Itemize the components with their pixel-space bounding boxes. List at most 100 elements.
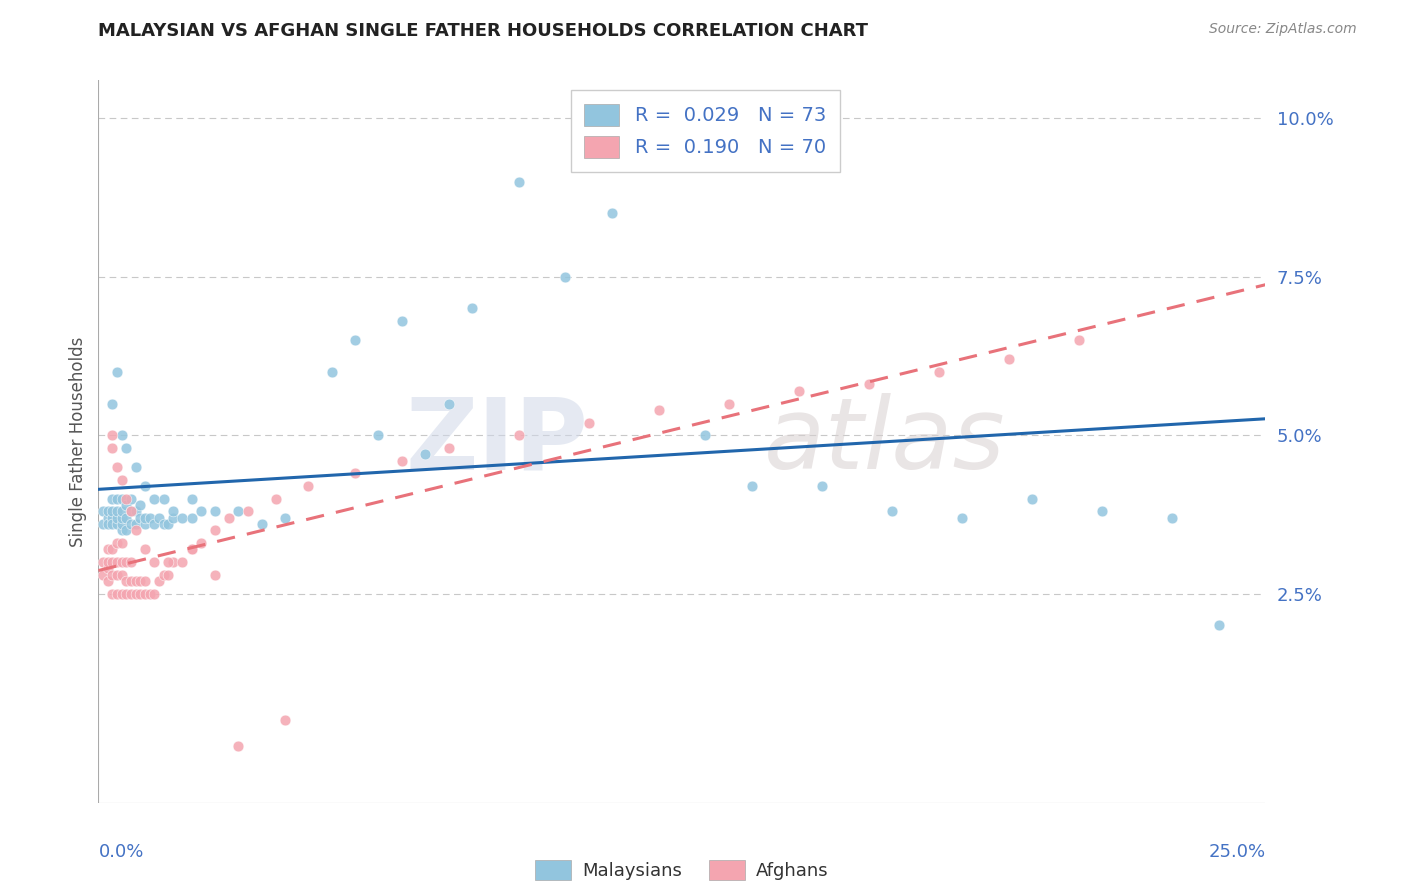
- Point: [120, 504, 142, 518]
- Point: [105, 510, 128, 524]
- Point: [101, 542, 124, 557]
- Point: [152, 567, 174, 582]
- Point: [91, 555, 114, 569]
- Point: [741, 479, 763, 493]
- Point: [105, 555, 128, 569]
- Point: [115, 523, 138, 537]
- Point: [101, 504, 124, 518]
- Point: [148, 574, 170, 588]
- Point: [115, 555, 138, 569]
- Point: [461, 301, 484, 316]
- Point: [880, 504, 903, 518]
- Point: [180, 491, 202, 506]
- Point: [101, 567, 124, 582]
- Point: [125, 523, 148, 537]
- Point: [115, 510, 138, 524]
- Point: [180, 510, 202, 524]
- Point: [101, 441, 124, 455]
- Point: [101, 516, 124, 531]
- Point: [97, 510, 120, 524]
- Point: [143, 491, 166, 506]
- Point: [101, 510, 124, 524]
- Point: [1208, 618, 1230, 632]
- Point: [928, 365, 950, 379]
- Y-axis label: Single Father Households: Single Father Households: [69, 336, 87, 547]
- Point: [115, 441, 138, 455]
- Point: [129, 498, 152, 512]
- Point: [647, 402, 669, 417]
- Point: [578, 416, 600, 430]
- Point: [125, 574, 148, 588]
- Point: [97, 574, 120, 588]
- Point: [125, 459, 148, 474]
- Point: [204, 523, 226, 537]
- Point: [437, 441, 460, 455]
- Text: ZIP: ZIP: [406, 393, 589, 490]
- Point: [157, 567, 180, 582]
- Point: [152, 516, 174, 531]
- Point: [115, 491, 138, 506]
- Point: [125, 504, 148, 518]
- Point: [858, 377, 880, 392]
- Point: [111, 536, 134, 550]
- Text: 0.0%: 0.0%: [98, 843, 143, 861]
- Point: [554, 269, 576, 284]
- Point: [695, 428, 717, 442]
- Point: [105, 365, 128, 379]
- Point: [218, 510, 240, 524]
- Point: [274, 510, 297, 524]
- Point: [134, 574, 156, 588]
- Point: [204, 567, 226, 582]
- Point: [129, 574, 152, 588]
- Point: [264, 491, 287, 506]
- Point: [143, 587, 166, 601]
- Point: [105, 491, 128, 506]
- Point: [1161, 510, 1184, 524]
- Point: [274, 714, 297, 728]
- Point: [172, 510, 194, 524]
- Point: [180, 542, 202, 557]
- Point: [600, 206, 623, 220]
- Point: [125, 516, 148, 531]
- Point: [101, 555, 124, 569]
- Point: [105, 567, 128, 582]
- Point: [115, 574, 138, 588]
- Point: [228, 739, 250, 753]
- Point: [391, 314, 413, 328]
- Point: [101, 587, 124, 601]
- Point: [1067, 333, 1090, 347]
- Point: [115, 498, 138, 512]
- Point: [250, 516, 273, 531]
- Point: [162, 555, 184, 569]
- Point: [157, 516, 180, 531]
- Point: [105, 504, 128, 518]
- Point: [367, 428, 389, 442]
- Point: [111, 555, 134, 569]
- Point: [190, 536, 212, 550]
- Point: [508, 175, 530, 189]
- Point: [111, 473, 134, 487]
- Point: [811, 479, 834, 493]
- Point: [111, 516, 134, 531]
- Point: [997, 352, 1019, 367]
- Point: [162, 510, 184, 524]
- Point: [1091, 504, 1114, 518]
- Point: [157, 555, 180, 569]
- Point: [120, 516, 142, 531]
- Point: [105, 587, 128, 601]
- Point: [134, 587, 156, 601]
- Text: Source: ZipAtlas.com: Source: ZipAtlas.com: [1209, 22, 1357, 37]
- Point: [115, 587, 138, 601]
- Point: [134, 479, 156, 493]
- Point: [97, 542, 120, 557]
- Point: [101, 428, 124, 442]
- Point: [321, 365, 343, 379]
- Point: [437, 396, 460, 410]
- Point: [97, 504, 120, 518]
- Point: [413, 447, 436, 461]
- Point: [91, 516, 114, 531]
- Point: [228, 504, 250, 518]
- Point: [139, 510, 162, 524]
- Point: [105, 459, 128, 474]
- Point: [120, 555, 142, 569]
